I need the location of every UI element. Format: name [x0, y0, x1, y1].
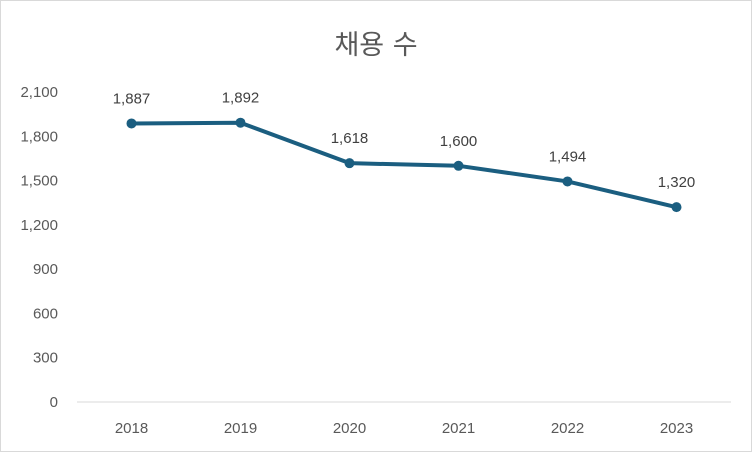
x-tick-label: 2023: [660, 420, 693, 437]
data-label: 1,618: [331, 130, 369, 147]
y-tick-label: 1,800: [20, 128, 58, 145]
x-tick-label: 2020: [333, 420, 366, 437]
data-label: 1,892: [222, 90, 260, 107]
series-line: [129, 120, 679, 210]
y-tick-label: 600: [33, 305, 58, 322]
data-label: 1,887: [113, 90, 151, 107]
x-tick-label: 2021: [442, 420, 475, 437]
data-point: [235, 117, 246, 128]
y-tick-label: 0: [50, 394, 58, 411]
y-tick-label: 1,200: [20, 217, 58, 234]
y-axis: 0 300 600 900 1,200 1,500 1,800 2,100: [20, 84, 58, 411]
y-tick-label: 900: [33, 261, 58, 278]
y-tick-label: 1,500: [20, 173, 58, 190]
y-tick-label: 300: [33, 350, 58, 367]
data-point: [671, 202, 682, 213]
x-tick-label: 2022: [551, 420, 584, 437]
y-tick-label: 2,100: [20, 84, 58, 101]
data-label: 1,320: [658, 174, 696, 191]
x-tick-label: 2018: [115, 420, 148, 437]
data-point: [344, 158, 355, 169]
data-point: [562, 176, 573, 187]
x-axis: 2018 2019 2020 2021 2022 2023: [115, 420, 693, 437]
data-point: [453, 160, 464, 171]
chart-title: 채용 수: [334, 30, 418, 61]
data-label: 1,600: [440, 133, 478, 150]
x-tick-label: 2019: [224, 420, 257, 437]
data-label: 1,494: [549, 148, 587, 165]
series-layer: 1,887 1,892 1,618 1,600 1,494 1,320: [113, 90, 696, 213]
data-point: [126, 118, 137, 129]
